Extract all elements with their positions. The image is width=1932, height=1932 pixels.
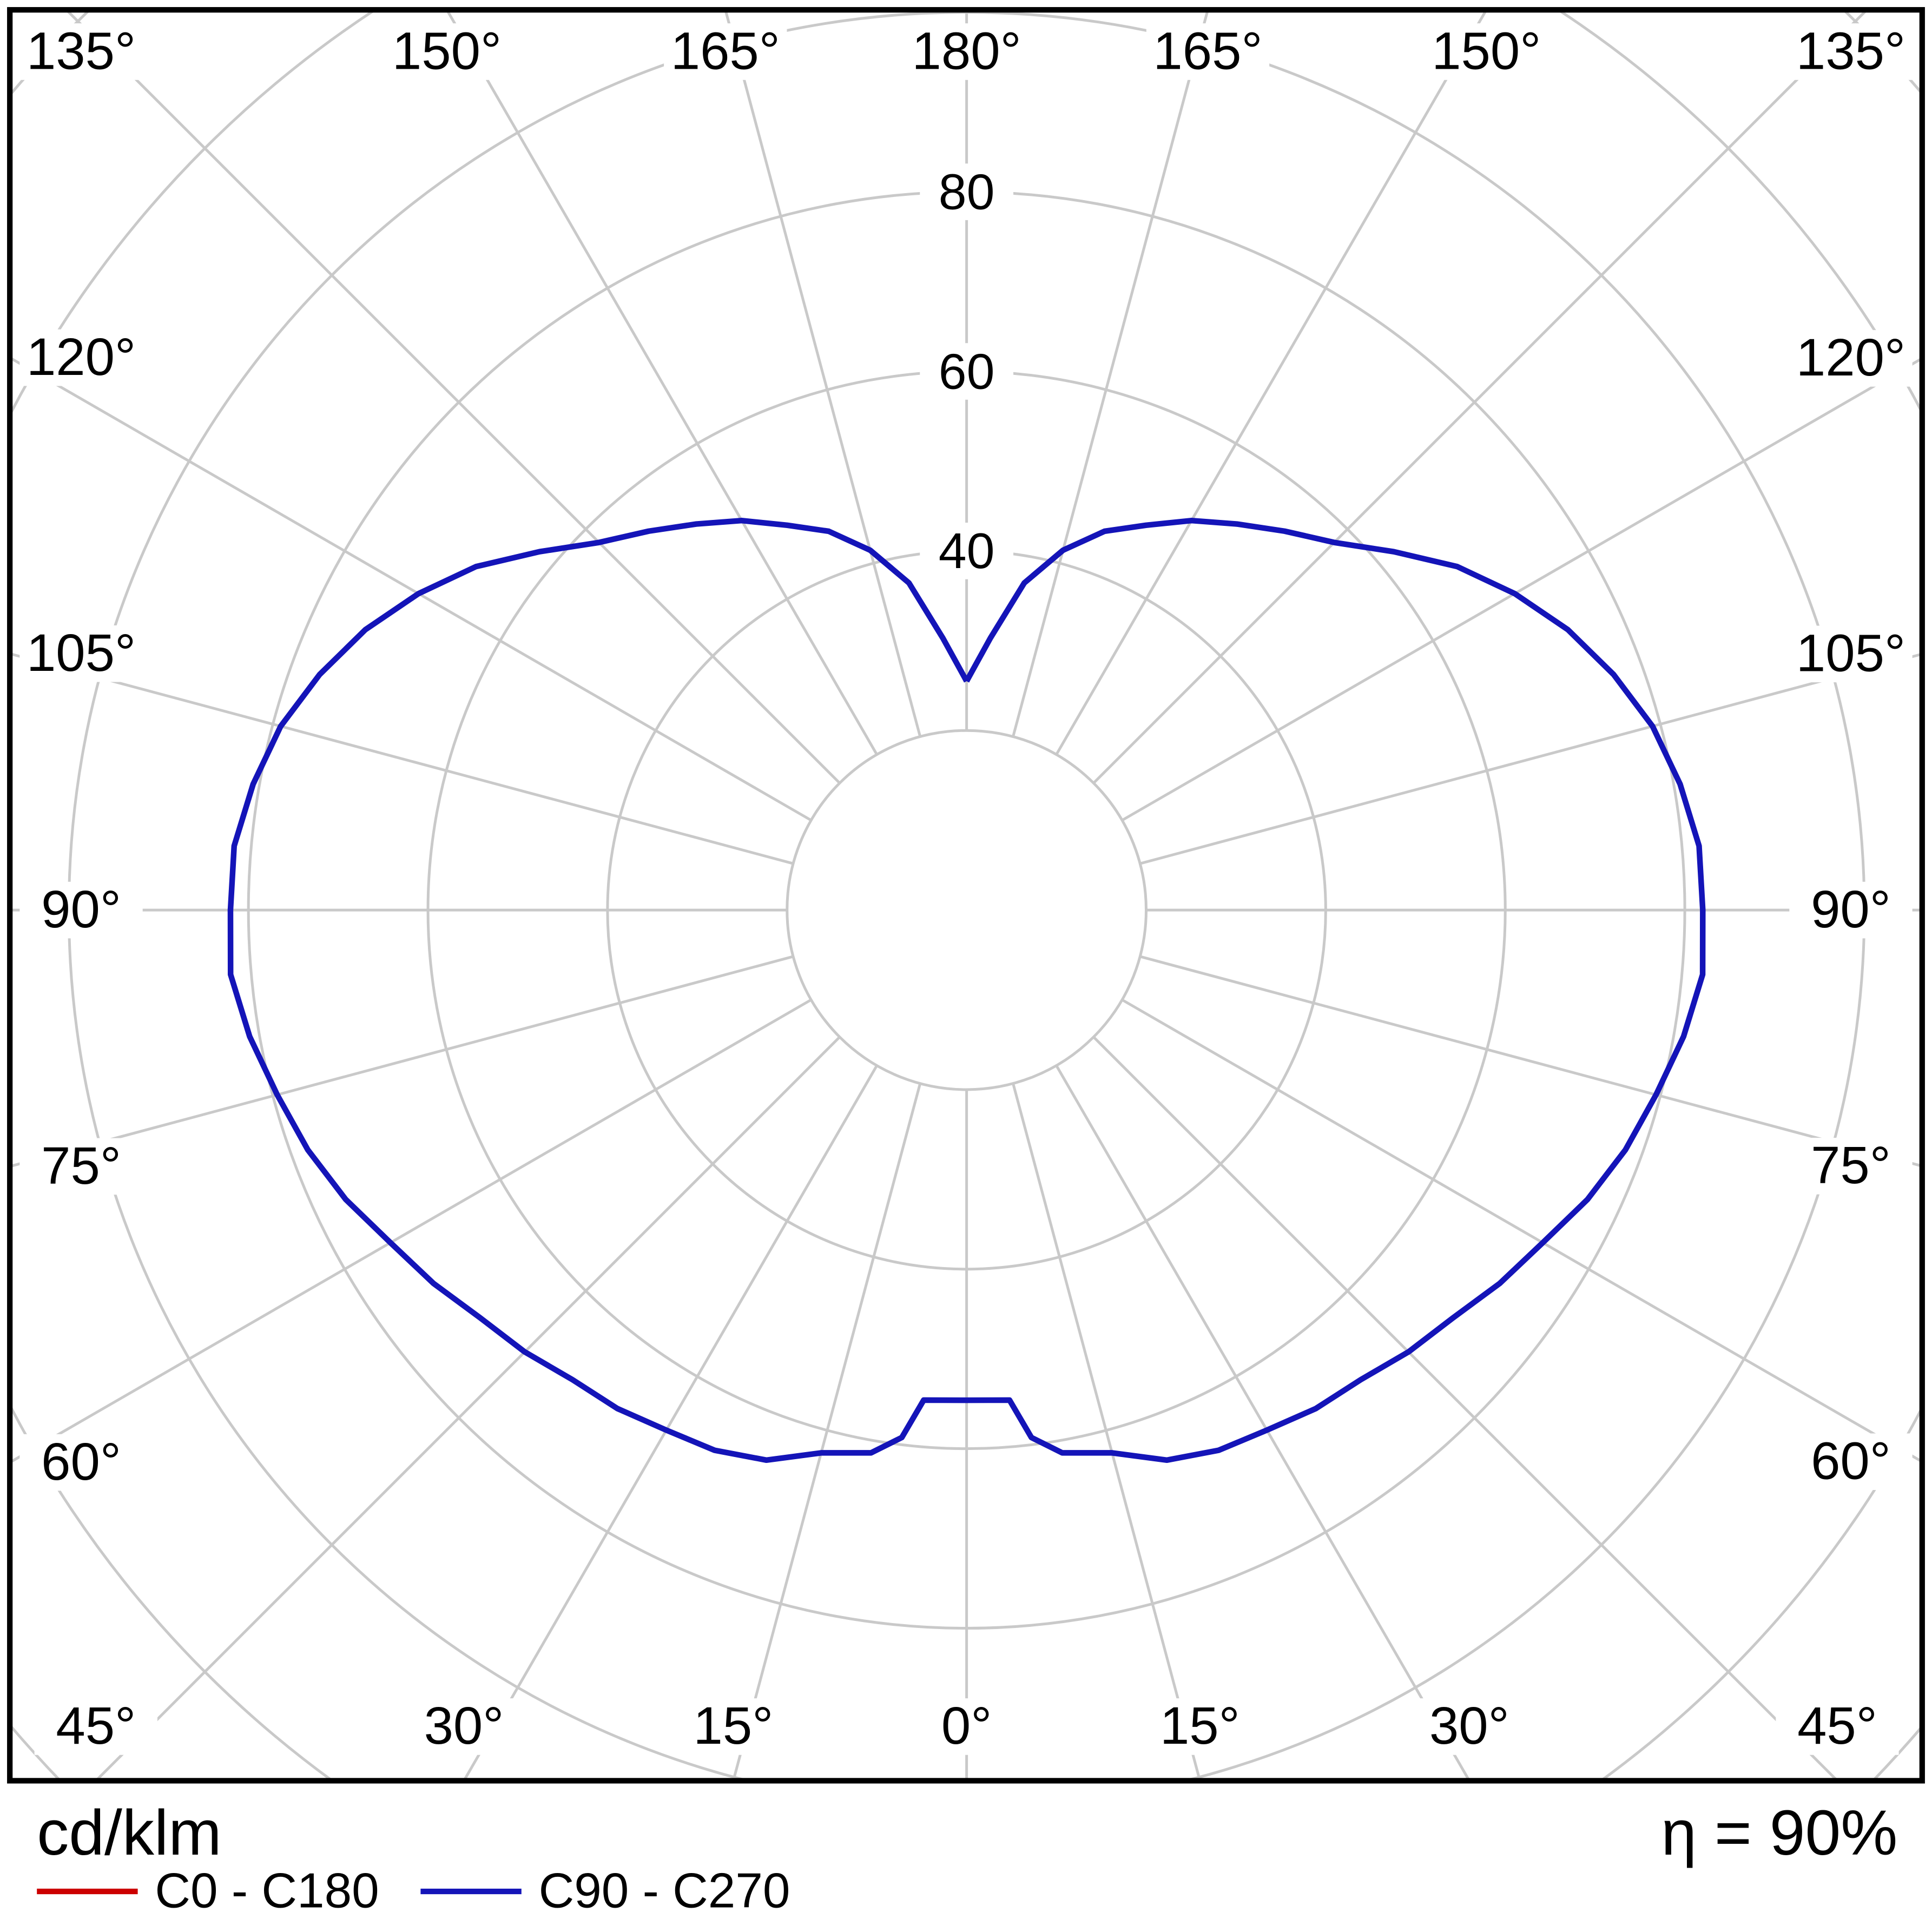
axis-labels: 40 60 80 0° 15° 15° 30° 30° 45° 45° 60° 60° 75° 75° 90… [19, 21, 1913, 1755]
label-mask [1789, 23, 1913, 80]
label-mask [385, 23, 509, 80]
angle-label: 90° [1811, 880, 1891, 939]
grid-spoke [462, 1065, 878, 1781]
label-mask [1789, 1433, 1913, 1491]
grid-spoke [1121, 998, 1922, 1463]
label-mask [19, 1434, 143, 1491]
angle-label: 90° [41, 880, 121, 939]
angle-label: 135° [27, 21, 136, 80]
label-mask [1789, 881, 1913, 939]
intensity-curves [227, 517, 1706, 1463]
label-mask [34, 1698, 157, 1755]
label-mask [920, 343, 1014, 400]
grid-spoke [10, 955, 794, 1168]
angle-label: 0° [941, 1696, 992, 1755]
plot-border [7, 7, 1925, 1784]
angle-label: 45° [56, 1696, 136, 1755]
grid-spoke [10, 998, 812, 1464]
unit-label: cd/klm [37, 1797, 221, 1869]
angle-label: 15° [1160, 1696, 1240, 1755]
angle-label: 180° [912, 21, 1021, 80]
label-mask [1408, 1698, 1531, 1755]
label-mask [19, 625, 143, 682]
label-mask [905, 1698, 1028, 1755]
grid-spoke [1121, 357, 1922, 822]
angle-label: 120° [1796, 328, 1905, 387]
label-mask [1146, 23, 1270, 80]
legend-label-c0-c180: C0 - C180 [155, 1864, 379, 1918]
label-mask [19, 1138, 143, 1195]
label-mask [920, 163, 1014, 220]
label-mask [664, 23, 787, 80]
grid-spoke [1139, 955, 1922, 1168]
angle-label: 60° [1811, 1432, 1891, 1491]
grid-spoke [1012, 10, 1210, 737]
ring-label: 40 [939, 523, 995, 579]
angle-label: 150° [1432, 21, 1541, 80]
angle-label: 105° [27, 623, 136, 682]
grid-spoke [445, 10, 878, 755]
label-mask [1776, 1698, 1899, 1755]
angle-label: 15° [694, 1696, 774, 1755]
angle-label: 30° [424, 1696, 504, 1755]
angle-label: 165° [1153, 21, 1262, 80]
grid-spoke [64, 10, 841, 784]
label-mask [905, 23, 1028, 80]
angle-label: 30° [1429, 1696, 1509, 1755]
label-mask [1789, 330, 1913, 387]
angle-label: 75° [1811, 1136, 1891, 1195]
ring-label: 60 [939, 343, 995, 399]
label-mask [671, 1698, 795, 1755]
grid-ring [786, 729, 1148, 1091]
label-mask [19, 881, 143, 939]
ring-label: 80 [939, 163, 995, 220]
angle-label: 45° [1797, 1696, 1877, 1755]
label-mask [402, 1698, 526, 1755]
angle-label: 165° [671, 21, 780, 80]
angle-label: 105° [1796, 624, 1905, 683]
grid-spoke [1055, 10, 1488, 755]
grid-spoke [1092, 1036, 1839, 1781]
grid-spoke [1139, 652, 1922, 865]
grid-spoke [94, 1036, 841, 1781]
label-mask [920, 523, 1014, 579]
angle-label: 120° [27, 327, 136, 386]
label-mask [1425, 23, 1548, 80]
legend-label-c90-c270: C90 - C270 [539, 1864, 790, 1918]
label-mask [19, 23, 143, 80]
label-mask [1789, 625, 1913, 683]
grid-spoke [724, 10, 922, 737]
grid-spoke [10, 652, 794, 865]
grid-spoke [1055, 1065, 1471, 1781]
angle-label: 60° [41, 1432, 121, 1491]
angle-label: 135° [1796, 21, 1905, 80]
label-mask [19, 329, 143, 386]
label-mask [1789, 1138, 1913, 1195]
curve-c90-c270 [227, 517, 1706, 1463]
angle-label: 150° [392, 21, 502, 80]
angle-label: 75° [41, 1136, 121, 1195]
efficiency-label: η = 90% [1661, 1797, 1897, 1869]
grid-spoke [1092, 10, 1869, 784]
label-mask [1138, 1698, 1262, 1755]
grid-spoke [10, 356, 812, 822]
